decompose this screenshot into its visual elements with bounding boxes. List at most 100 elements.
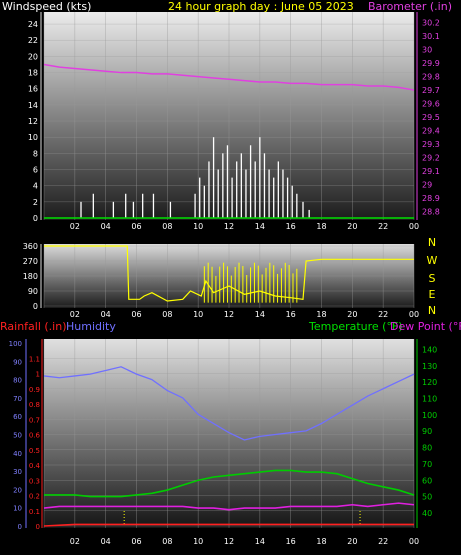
barometer-tick-label: 29.4: [422, 126, 440, 135]
direction-tick-label: 90: [28, 287, 38, 296]
time-tick-label: 12: [224, 310, 234, 319]
rainfall-title: Rainfall (.in): [0, 320, 67, 333]
rain-tick-label: 0.6: [29, 432, 41, 440]
temperature-tick-label: 100: [422, 411, 437, 420]
time-tick-label: 02: [70, 537, 80, 546]
rain-tick-label: 0.9: [29, 386, 40, 394]
barometer-tick-label: 29.9: [422, 59, 440, 68]
wind-tick-label: 10: [28, 133, 38, 142]
temperature-tick-label: 70: [422, 460, 432, 469]
barometer-tick-label: 29: [422, 180, 432, 189]
wind-tick-label: 12: [28, 117, 38, 126]
chart-title: 24 hour graph day : June 05 2023: [168, 0, 354, 13]
barometer-tick-label: 29.2: [422, 153, 440, 162]
temperature-tick-label: 40: [422, 509, 432, 518]
barometer-tick-label: 29.7: [422, 86, 440, 95]
compass-label: N: [428, 236, 436, 249]
direction-tick-label: 0: [33, 302, 38, 311]
temperature-title: Temperature (°F): [308, 320, 403, 333]
time-tick-label: 06: [131, 537, 141, 546]
wind-tick-label: 8: [33, 149, 38, 158]
time-tick-label: 22: [378, 222, 388, 231]
time-tick-label: 02: [70, 310, 80, 319]
rain-tick-label: 0.7: [29, 416, 40, 424]
temperature-tick-label: 50: [422, 493, 432, 502]
wind-tick-label: 0: [33, 214, 38, 223]
barometer-tick-label: 30: [422, 46, 432, 55]
data-series: [43, 63, 415, 527]
compass-label: W: [427, 254, 438, 267]
humidity-tick-label: 100: [9, 340, 22, 348]
compass-label: N: [428, 304, 436, 317]
time-tick-label: 14: [255, 222, 265, 231]
time-tick-label: 00: [409, 537, 419, 546]
barometer-tick-label: 29.6: [422, 100, 440, 109]
wind-tick-label: 2: [33, 198, 38, 207]
humidity-tick-label: 50: [13, 432, 22, 440]
wind-tick-label: 4: [33, 182, 38, 191]
rain-tick-label: 1.1: [29, 355, 40, 363]
rain-tick-label: 0: [36, 523, 40, 531]
wind-title: Windspeed (kts): [2, 0, 91, 13]
humidity-tick-label: 90: [13, 358, 22, 366]
barometer-line: [43, 63, 415, 91]
time-tick-label: 02: [70, 222, 80, 231]
temperature-tick-label: 80: [422, 444, 432, 453]
time-tick-label: 16: [286, 222, 296, 231]
wind-tick-label: 6: [33, 166, 38, 175]
time-tick-label: 16: [286, 310, 296, 319]
humidity-tick-label: 40: [13, 450, 22, 458]
temperature-tick-label: 110: [422, 395, 437, 404]
time-tick-label: 20: [347, 222, 357, 231]
direction-tick-label: 360: [23, 242, 38, 251]
time-tick-label: 08: [162, 222, 172, 231]
time-tick-label: 08: [162, 537, 172, 546]
barometer-tick-label: 29.5: [422, 113, 440, 122]
barometer-tick-label: 29.8: [422, 73, 440, 82]
temperature-tick-label: 90: [422, 427, 432, 436]
grid-lines: [43, 12, 415, 528]
humidity-tick-label: 10: [13, 505, 22, 513]
time-tick-label: 04: [101, 537, 111, 546]
humidity-tick-label: 60: [13, 413, 22, 421]
time-tick-label: 00: [409, 222, 419, 231]
humidity-tick-label: 30: [13, 468, 22, 476]
temperature-tick-label: 130: [422, 362, 437, 371]
axes: [25, 12, 418, 528]
humidity-line: [43, 366, 415, 441]
rain-tick-label: 0.1: [29, 508, 40, 516]
rain-tick-label: 0.3: [29, 477, 40, 485]
humidity-tick-label: 80: [13, 377, 22, 385]
barometer-tick-label: 30.1: [422, 32, 440, 41]
temperature-tick-label: 120: [422, 378, 437, 387]
wind-tick-label: 14: [28, 101, 38, 110]
rain-tick-label: 0.2: [29, 493, 40, 501]
time-tick-label: 04: [101, 310, 111, 319]
time-tick-label: 12: [224, 537, 234, 546]
time-tick-label: 22: [378, 537, 388, 546]
time-tick-label: 10: [193, 222, 203, 231]
compass-label: S: [429, 272, 436, 285]
dewpoint-line: [43, 502, 415, 511]
humidity-tick-label: 70: [13, 395, 22, 403]
rain-tick-label: 0.5: [29, 447, 40, 455]
barometer-title: Barometer (.in): [368, 0, 452, 13]
temperature-tick-label: 60: [422, 476, 432, 485]
dewpoint-title: Dew Point (°F): [390, 320, 461, 333]
time-tick-label: 14: [255, 310, 265, 319]
rainfall-line: [43, 523, 414, 527]
wind-tick-label: 20: [28, 52, 38, 61]
barometer-tick-label: 30.2: [422, 19, 440, 28]
rain-tick-label: 1: [36, 371, 40, 379]
time-tick-label: 06: [131, 310, 141, 319]
wind-tick-label: 24: [28, 20, 38, 29]
time-tick-label: 16: [286, 537, 296, 546]
direction-tick-label: 180: [23, 272, 38, 281]
temperature-line: [44, 469, 415, 498]
temperature-tick-label: 140: [422, 346, 437, 355]
wind-tick-label: 16: [28, 85, 38, 94]
time-tick-label: 00: [409, 310, 419, 319]
time-tick-label: 10: [193, 310, 203, 319]
